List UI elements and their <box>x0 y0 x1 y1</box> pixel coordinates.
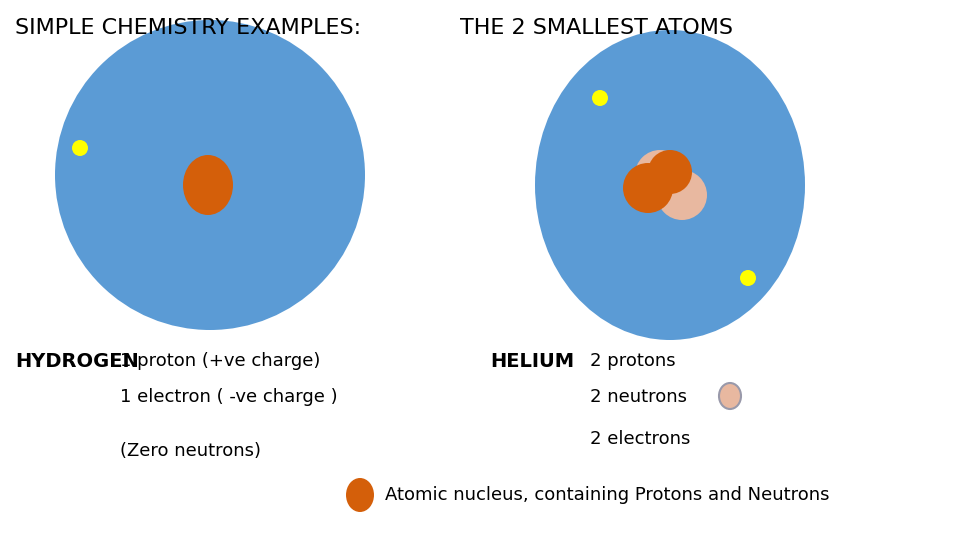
Text: THE 2 SMALLEST ATOMS: THE 2 SMALLEST ATOMS <box>460 18 733 38</box>
Text: HYDROGEN: HYDROGEN <box>15 352 139 371</box>
Circle shape <box>635 150 685 200</box>
Text: (Zero neutrons): (Zero neutrons) <box>120 442 261 460</box>
Text: Atomic nucleus, containing Protons and Neutrons: Atomic nucleus, containing Protons and N… <box>385 486 829 504</box>
Ellipse shape <box>535 30 805 340</box>
Circle shape <box>648 150 692 194</box>
Text: SIMPLE CHEMISTRY EXAMPLES:: SIMPLE CHEMISTRY EXAMPLES: <box>15 18 361 38</box>
Text: 2 electrons: 2 electrons <box>590 430 690 448</box>
Circle shape <box>740 270 756 286</box>
Text: 2 protons: 2 protons <box>590 352 676 370</box>
Text: 2 neutrons: 2 neutrons <box>590 388 687 406</box>
Text: HELIUM: HELIUM <box>490 352 574 371</box>
Ellipse shape <box>183 155 233 215</box>
Ellipse shape <box>55 20 365 330</box>
Circle shape <box>623 163 673 213</box>
Circle shape <box>72 140 88 156</box>
Text: 1 proton (+ve charge): 1 proton (+ve charge) <box>120 352 321 370</box>
Ellipse shape <box>346 478 374 512</box>
Circle shape <box>657 170 707 220</box>
Text: 1 electron ( -ve charge ): 1 electron ( -ve charge ) <box>120 388 338 406</box>
Circle shape <box>592 90 608 106</box>
Ellipse shape <box>719 383 741 409</box>
